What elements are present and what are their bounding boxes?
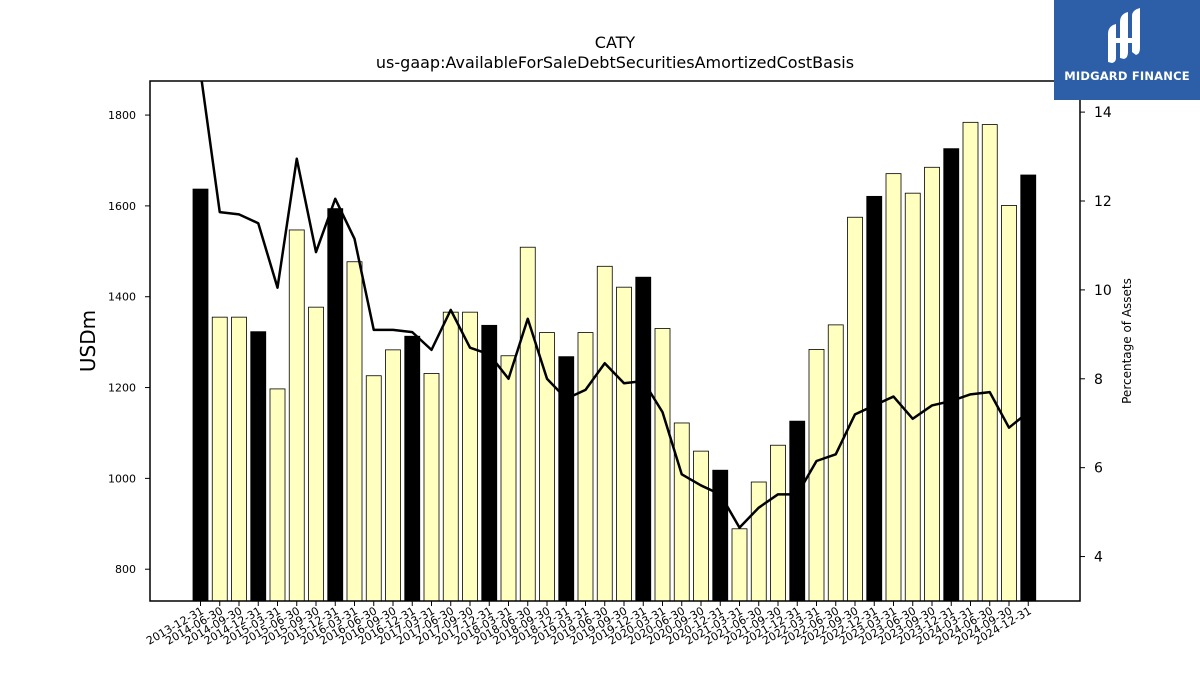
bar-2014-06-30: [211, 316, 228, 601]
bar-2023-12-31: [943, 148, 960, 601]
bar-2016-03-31: [346, 261, 363, 601]
left-axis: 800 1000 1200 1400 1600 1800: [108, 109, 150, 576]
bar-2022-06-30: [827, 324, 844, 601]
y-tick-label: 800: [115, 563, 136, 576]
bar-2014-12-31: [250, 331, 267, 601]
bar-2023-09-30: [924, 166, 940, 601]
bar-2015-03-31: [269, 388, 286, 601]
y-right-tick-label: 6: [1094, 461, 1103, 477]
bar-2022-03-31: [808, 349, 825, 601]
y-tick-label: 1800: [108, 109, 136, 122]
y-right-tick-label: 8: [1094, 372, 1103, 388]
line-group: [200, 81, 1030, 529]
right-axis: 4 6 8 10 12 14: [1080, 105, 1112, 566]
bar-2017-03-31: [423, 373, 440, 601]
y-right-tick-label: 10: [1094, 283, 1112, 299]
y-axis-label: USDm: [76, 310, 100, 372]
bar-2014-09-30: [231, 316, 247, 601]
bar-2019-12-31: [635, 276, 652, 601]
plot-frame: [149, 80, 1081, 602]
y-axis-right-label: Percentage of Assets: [1120, 278, 1134, 404]
bar-2015-09-30: [308, 306, 324, 601]
bar-2024-09-30: [1001, 205, 1017, 601]
bar-2016-09-30: [385, 349, 401, 601]
y-right-tick-label: 12: [1094, 194, 1112, 210]
bar-group: [192, 121, 1037, 601]
bar-2021-03-31: [731, 528, 748, 601]
bar-2020-03-31: [654, 328, 671, 601]
bar-2017-06-30: [442, 311, 459, 601]
bar-2020-12-31: [712, 469, 729, 601]
bar-2020-06-30: [673, 422, 690, 601]
chart-subtitle: us-gaap:AvailableForSaleDebtSecuritiesAm…: [376, 53, 854, 72]
bar-2018-09-30: [539, 332, 555, 601]
bar-2018-12-31: [558, 356, 575, 601]
bar-2024-12-31: [1020, 174, 1037, 601]
bar-2018-03-31: [500, 355, 517, 601]
brand-logo: MIDGARD FINANCE: [1054, 0, 1200, 100]
y-tick-label: 1000: [108, 472, 136, 485]
bar-2015-06-30: [288, 229, 305, 601]
bar-2019-09-30: [616, 286, 632, 601]
bar-2016-12-31: [404, 335, 421, 601]
bar-2017-12-31: [481, 324, 498, 601]
bar-2020-09-30: [693, 450, 709, 601]
y-right-tick-label: 14: [1094, 105, 1112, 121]
bar-2013-12-31: [192, 188, 209, 601]
bar-2022-12-31: [866, 195, 883, 601]
bar-2016-06-30: [365, 375, 382, 601]
y-tick-label: 1400: [108, 291, 136, 304]
percentage-line: [200, 81, 1030, 529]
logo-mark-icon: [1108, 8, 1140, 63]
chart-title: CATY: [595, 33, 636, 52]
bar-2017-09-30: [462, 311, 478, 601]
bar-2021-12-31: [789, 420, 806, 601]
x-axis: 2013-12-312014-06-302014-09-302014-12-31…: [144, 601, 1034, 648]
y-right-tick-label: 4: [1094, 550, 1103, 566]
bar-2024-06-30: [981, 124, 998, 601]
bar-2018-06-30: [519, 246, 536, 601]
bar-2015-12-31: [327, 208, 344, 601]
bar-2019-06-30: [596, 265, 613, 601]
bar-2023-03-31: [885, 173, 902, 601]
y-tick-label: 1200: [108, 382, 136, 395]
bar-2019-03-31: [577, 332, 594, 601]
bar-2024-03-31: [962, 121, 979, 601]
bar-2021-06-30: [750, 481, 767, 601]
bar-2022-09-30: [847, 216, 863, 601]
y-tick-label: 1600: [108, 200, 136, 213]
bar-2021-09-30: [770, 444, 786, 601]
bar-2023-06-30: [904, 192, 921, 601]
logo-text: MIDGARD FINANCE: [1064, 69, 1190, 83]
